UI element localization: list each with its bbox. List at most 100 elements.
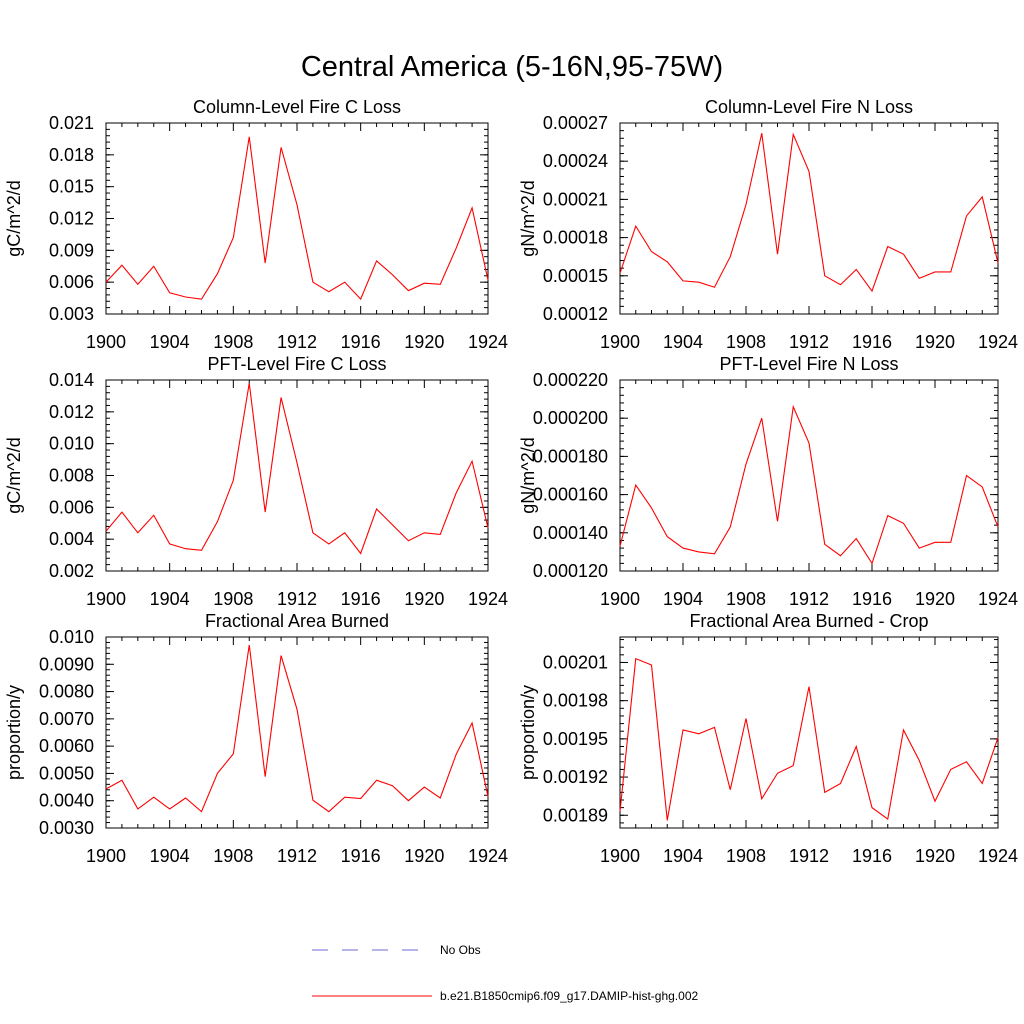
y-tick-label: 0.00198 bbox=[543, 691, 608, 711]
legend-label-run: b.e21.B1850cmip6.f09_g17.DAMIP-hist-ghg.… bbox=[440, 989, 698, 1003]
x-tick-label: 1908 bbox=[213, 332, 253, 352]
y-axis-label: gN/m^2/d bbox=[518, 437, 538, 513]
x-tick-label: 1920 bbox=[404, 332, 444, 352]
x-tick-label: 1912 bbox=[789, 589, 829, 609]
y-tick-label: 0.010 bbox=[49, 627, 94, 647]
y-tick-label: 0.0080 bbox=[39, 682, 94, 702]
legend-label-no-obs: No Obs bbox=[440, 943, 481, 957]
y-tick-label: 0.008 bbox=[49, 466, 94, 486]
y-tick-label: 0.018 bbox=[49, 145, 94, 165]
series-line-1 bbox=[105, 644, 489, 813]
x-tick-label: 1912 bbox=[277, 846, 317, 866]
y-tick-label: 0.014 bbox=[49, 370, 94, 390]
x-tick-label: 1912 bbox=[277, 332, 317, 352]
chart-panel-2: Column-Level Fire N Loss gN/m^2/d 1900 1904… bbox=[518, 97, 1018, 352]
x-tick-label: 1912 bbox=[789, 332, 829, 352]
x-tick-label: 1924 bbox=[468, 332, 508, 352]
x-tick-label: 1916 bbox=[852, 846, 892, 866]
x-tick-label: 1908 bbox=[726, 846, 766, 866]
y-tick-label: 0.00018 bbox=[543, 228, 608, 248]
panel-title: PFT-Level Fire C Loss bbox=[207, 354, 386, 374]
x-tick-label: 1920 bbox=[404, 589, 444, 609]
y-tick-label: 0.010 bbox=[49, 434, 94, 454]
x-tick-label: 1916 bbox=[852, 589, 892, 609]
y-tick-label: 0.00021 bbox=[543, 189, 608, 209]
y-tick-label: 0.0090 bbox=[39, 654, 94, 674]
panel-title: Fractional Area Burned - Crop bbox=[689, 611, 928, 631]
y-tick-label: 0.004 bbox=[49, 529, 94, 549]
y-tick-label: 0.0070 bbox=[39, 709, 94, 729]
chart-panel-3: PFT-Level Fire C Loss gC/m^2/d 1900 1904 190… bbox=[4, 354, 508, 609]
x-tick-label: 1920 bbox=[915, 332, 955, 352]
y-axis-label: gC/m^2/d bbox=[4, 437, 24, 513]
x-tick-label: 1908 bbox=[726, 589, 766, 609]
y-tick-label: 0.012 bbox=[49, 209, 94, 229]
chart-panel-1: Column-Level Fire C Loss gC/m^2/d 1900 1904… bbox=[4, 97, 508, 352]
y-tick-label: 0.012 bbox=[49, 402, 94, 422]
x-tick-label: 1904 bbox=[663, 589, 703, 609]
y-axis-label: gN/m^2/d bbox=[518, 180, 538, 256]
x-tick-label: 1900 bbox=[86, 332, 126, 352]
figure-title: Central America (5-16N,95-75W) bbox=[301, 51, 723, 83]
x-tick-label: 1900 bbox=[600, 846, 640, 866]
y-tick-label: 0.021 bbox=[49, 113, 94, 133]
plot-frame bbox=[105, 636, 489, 829]
y-tick-label: 0.00015 bbox=[543, 266, 608, 286]
chart-panel-4: PFT-Level Fire N Loss gN/m^2/d 1900 1904 190… bbox=[518, 354, 1018, 609]
y-axis-label: proportion/y bbox=[518, 685, 538, 780]
x-tick-label: 1904 bbox=[150, 846, 190, 866]
y-tick-label: 0.0050 bbox=[39, 763, 94, 783]
y-tick-label: 0.00024 bbox=[543, 151, 608, 171]
y-tick-label: 0.00189 bbox=[543, 805, 608, 825]
x-tick-label: 1904 bbox=[663, 332, 703, 352]
x-tick-label: 1904 bbox=[150, 332, 190, 352]
panel-title: PFT-Level Fire N Loss bbox=[719, 354, 898, 374]
chart-panels: Column-Level Fire C Loss gC/m^2/d 1900 1904… bbox=[4, 97, 1018, 866]
x-tick-label: 1916 bbox=[341, 332, 381, 352]
y-tick-label: 0.002 bbox=[49, 561, 94, 581]
series-line-1 bbox=[105, 383, 489, 555]
legend: No Obs b.e21.B1850cmip6.f09_g17.DAMIP-hi… bbox=[312, 943, 698, 1003]
y-tick-label: 0.000180 bbox=[533, 446, 608, 466]
y-tick-label: 0.000200 bbox=[533, 408, 608, 428]
y-tick-label: 0.009 bbox=[49, 240, 94, 260]
x-tick-label: 1904 bbox=[663, 846, 703, 866]
y-tick-label: 0.00195 bbox=[543, 729, 608, 749]
x-tick-label: 1900 bbox=[86, 846, 126, 866]
plot-frame bbox=[619, 122, 999, 315]
x-tick-label: 1920 bbox=[915, 589, 955, 609]
y-tick-label: 0.000160 bbox=[533, 485, 608, 505]
x-tick-label: 1920 bbox=[404, 846, 444, 866]
series-line-1 bbox=[619, 132, 999, 293]
x-tick-label: 1908 bbox=[726, 332, 766, 352]
x-tick-label: 1924 bbox=[468, 589, 508, 609]
y-tick-label: 0.003 bbox=[49, 304, 94, 324]
x-tick-label: 1916 bbox=[341, 846, 381, 866]
x-tick-label: 1912 bbox=[277, 589, 317, 609]
x-tick-label: 1912 bbox=[789, 846, 829, 866]
x-tick-label: 1924 bbox=[978, 589, 1018, 609]
plot-frame bbox=[619, 636, 999, 829]
x-tick-label: 1920 bbox=[915, 846, 955, 866]
y-tick-label: 0.006 bbox=[49, 272, 94, 292]
plot-frame bbox=[105, 122, 489, 315]
chart-panel-5: Fractional Area Burned proportion/y 1900 19… bbox=[4, 611, 508, 866]
x-tick-label: 1916 bbox=[341, 589, 381, 609]
panel-title: Column-Level Fire N Loss bbox=[705, 97, 913, 117]
x-tick-label: 1900 bbox=[600, 332, 640, 352]
y-tick-label: 0.00192 bbox=[543, 767, 608, 787]
y-tick-label: 0.015 bbox=[49, 177, 94, 197]
y-tick-label: 0.000120 bbox=[533, 561, 608, 581]
x-tick-label: 1904 bbox=[150, 589, 190, 609]
y-tick-label: 0.00012 bbox=[543, 304, 608, 324]
x-tick-label: 1908 bbox=[213, 846, 253, 866]
x-tick-label: 1900 bbox=[86, 589, 126, 609]
chart-panel-6: Fractional Area Burned - Crop proportion/… bbox=[518, 611, 1018, 866]
series-line-1 bbox=[619, 657, 999, 821]
y-tick-label: 0.0030 bbox=[39, 818, 94, 838]
panel-title: Column-Level Fire C Loss bbox=[193, 97, 401, 117]
y-axis-label: proportion/y bbox=[4, 685, 24, 780]
x-tick-label: 1916 bbox=[852, 332, 892, 352]
